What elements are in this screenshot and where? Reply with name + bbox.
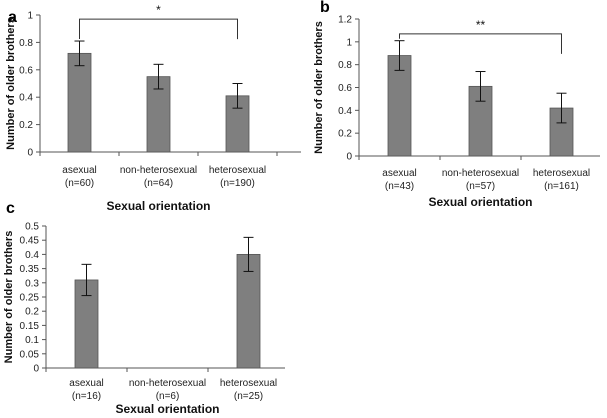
chart-panel-b: b 0 0.2 0.4 0.6 0.8 1 1.2 asexual (n=43) non-heter… [313,0,600,209]
category-n-label: (n=16) [72,391,101,402]
y-tick-label: 0.8 [19,38,33,49]
bar-asexual [67,52,92,153]
y-tick-label: 0.4 [25,250,39,261]
panel-label: a [8,9,17,26]
chart-panel-c: c 0 0.05 0.1 0.15 0.2 0.25 0.3 0.35 0.4 0.45 0.5 ase… [3,200,285,416]
y-tick-label: 0.4 [338,106,352,117]
category-n-label: (n=6) [156,391,180,402]
category-label: heterosexual [220,378,277,389]
category-n-label: (n=64) [144,178,173,189]
chart-panel-a: a 0 0.2 0.4 0.6 0.8 1 asexual (n=60) non-heterose… [5,3,301,213]
category-n-label: (n=161) [544,181,579,192]
category-label: non-heterosexual [442,168,519,179]
significance-bracket [399,33,562,54]
y-tick-label: 0.2 [338,129,352,140]
y-tick-label: 0.35 [20,264,40,275]
category-label: non-heterosexual [120,165,197,176]
y-axis-title: Number of older brothers [313,21,325,154]
y-tick-label: 0.25 [20,293,40,304]
y-tick-label: 0.8 [338,60,352,71]
category-n-label: (n=60) [65,178,94,189]
y-tick-label: 1.2 [338,15,352,26]
y-tick-label: 0.15 [20,321,40,332]
category-label: heterosexual [209,165,266,176]
category-label: heterosexual [533,168,590,179]
y-tick-label: 1 [27,11,33,22]
y-tick-label: 0.45 [20,236,40,247]
x-axis-title: Sexual orientation [115,402,219,416]
y-tick-label: 0.3 [25,278,39,289]
y-tick-label: 0 [346,152,352,163]
significance-label: ** [476,18,486,32]
y-tick-label: 0.1 [25,335,39,346]
y-tick-label: 1 [346,37,352,48]
y-tick-label: 0.6 [338,83,352,94]
y-tick-label: 0 [27,148,33,159]
category-n-label: (n=25) [234,391,263,402]
category-label: non-heterosexual [129,378,206,389]
category-label: asexual [62,165,96,176]
y-tick-label: 0.2 [25,307,39,318]
significance-bracket [79,18,238,40]
y-tick-label: 0.6 [19,65,33,76]
category-label: asexual [382,168,416,179]
y-tick-label: 0.4 [19,93,33,104]
category-label: asexual [69,378,103,389]
y-tick-label: 0.5 [25,222,39,233]
y-axis-title: Number of older brothers [5,17,17,150]
significance-label: * [156,3,161,17]
category-n-label: (n=43) [385,181,414,192]
y-tick-label: 0.2 [19,120,33,131]
category-n-label: (n=190) [220,178,255,189]
y-tick-label: 0.05 [20,349,40,360]
x-axis-title: Sexual orientation [106,199,210,213]
panel-label: c [6,200,15,217]
panel-label: b [320,0,330,16]
y-tick-label: 0 [33,364,39,375]
y-axis-title: Number of older brothers [3,231,15,364]
category-n-label: (n=57) [466,181,495,192]
x-axis-title: Sexual orientation [428,195,532,209]
